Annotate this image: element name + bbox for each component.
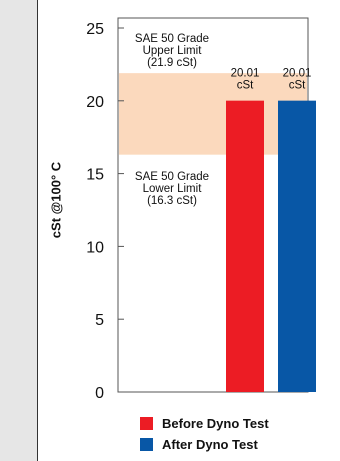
bar-1 bbox=[278, 100, 316, 392]
band-lower-label-0: SAE 50 Grade bbox=[135, 171, 209, 183]
band-upper-label-2: (21.9 cSt) bbox=[147, 57, 197, 69]
bar-value-label-0-1: cSt bbox=[237, 80, 254, 92]
band-lower-label-1: Lower Limit bbox=[143, 183, 203, 195]
panel-divider bbox=[37, 0, 38, 461]
bar-0 bbox=[226, 100, 264, 392]
left-panel-strip bbox=[0, 0, 37, 461]
spec-band bbox=[119, 73, 307, 155]
y-tick-label-2: 10 bbox=[86, 239, 104, 256]
legend-item-before: Before Dyno Test bbox=[140, 413, 269, 434]
legend-swatch-after bbox=[140, 438, 153, 451]
band-lower-label-2: (16.3 cSt) bbox=[147, 195, 197, 207]
band-upper-label-1: Upper Limit bbox=[143, 45, 203, 57]
bar-value-label-1-0: 20.01 bbox=[283, 68, 312, 80]
bar-value-label-0-0: 20.01 bbox=[231, 68, 260, 80]
y-tick-label-4: 20 bbox=[86, 94, 104, 111]
y-tick-label-1: 5 bbox=[95, 312, 104, 329]
legend-swatch-before bbox=[140, 417, 153, 430]
legend-label-after: After Dyno Test bbox=[162, 437, 258, 452]
y-tick-label-5: 25 bbox=[86, 21, 104, 38]
band-upper-label-0: SAE 50 Grade bbox=[135, 33, 209, 45]
bar-value-label-1-1: cSt bbox=[289, 80, 306, 92]
y-tick-label-0: 0 bbox=[95, 385, 104, 402]
legend-item-after: After Dyno Test bbox=[140, 434, 269, 455]
legend: Before Dyno Test After Dyno Test bbox=[140, 413, 269, 455]
y-tick-label-3: 15 bbox=[86, 167, 104, 184]
legend-label-before: Before Dyno Test bbox=[162, 416, 269, 431]
